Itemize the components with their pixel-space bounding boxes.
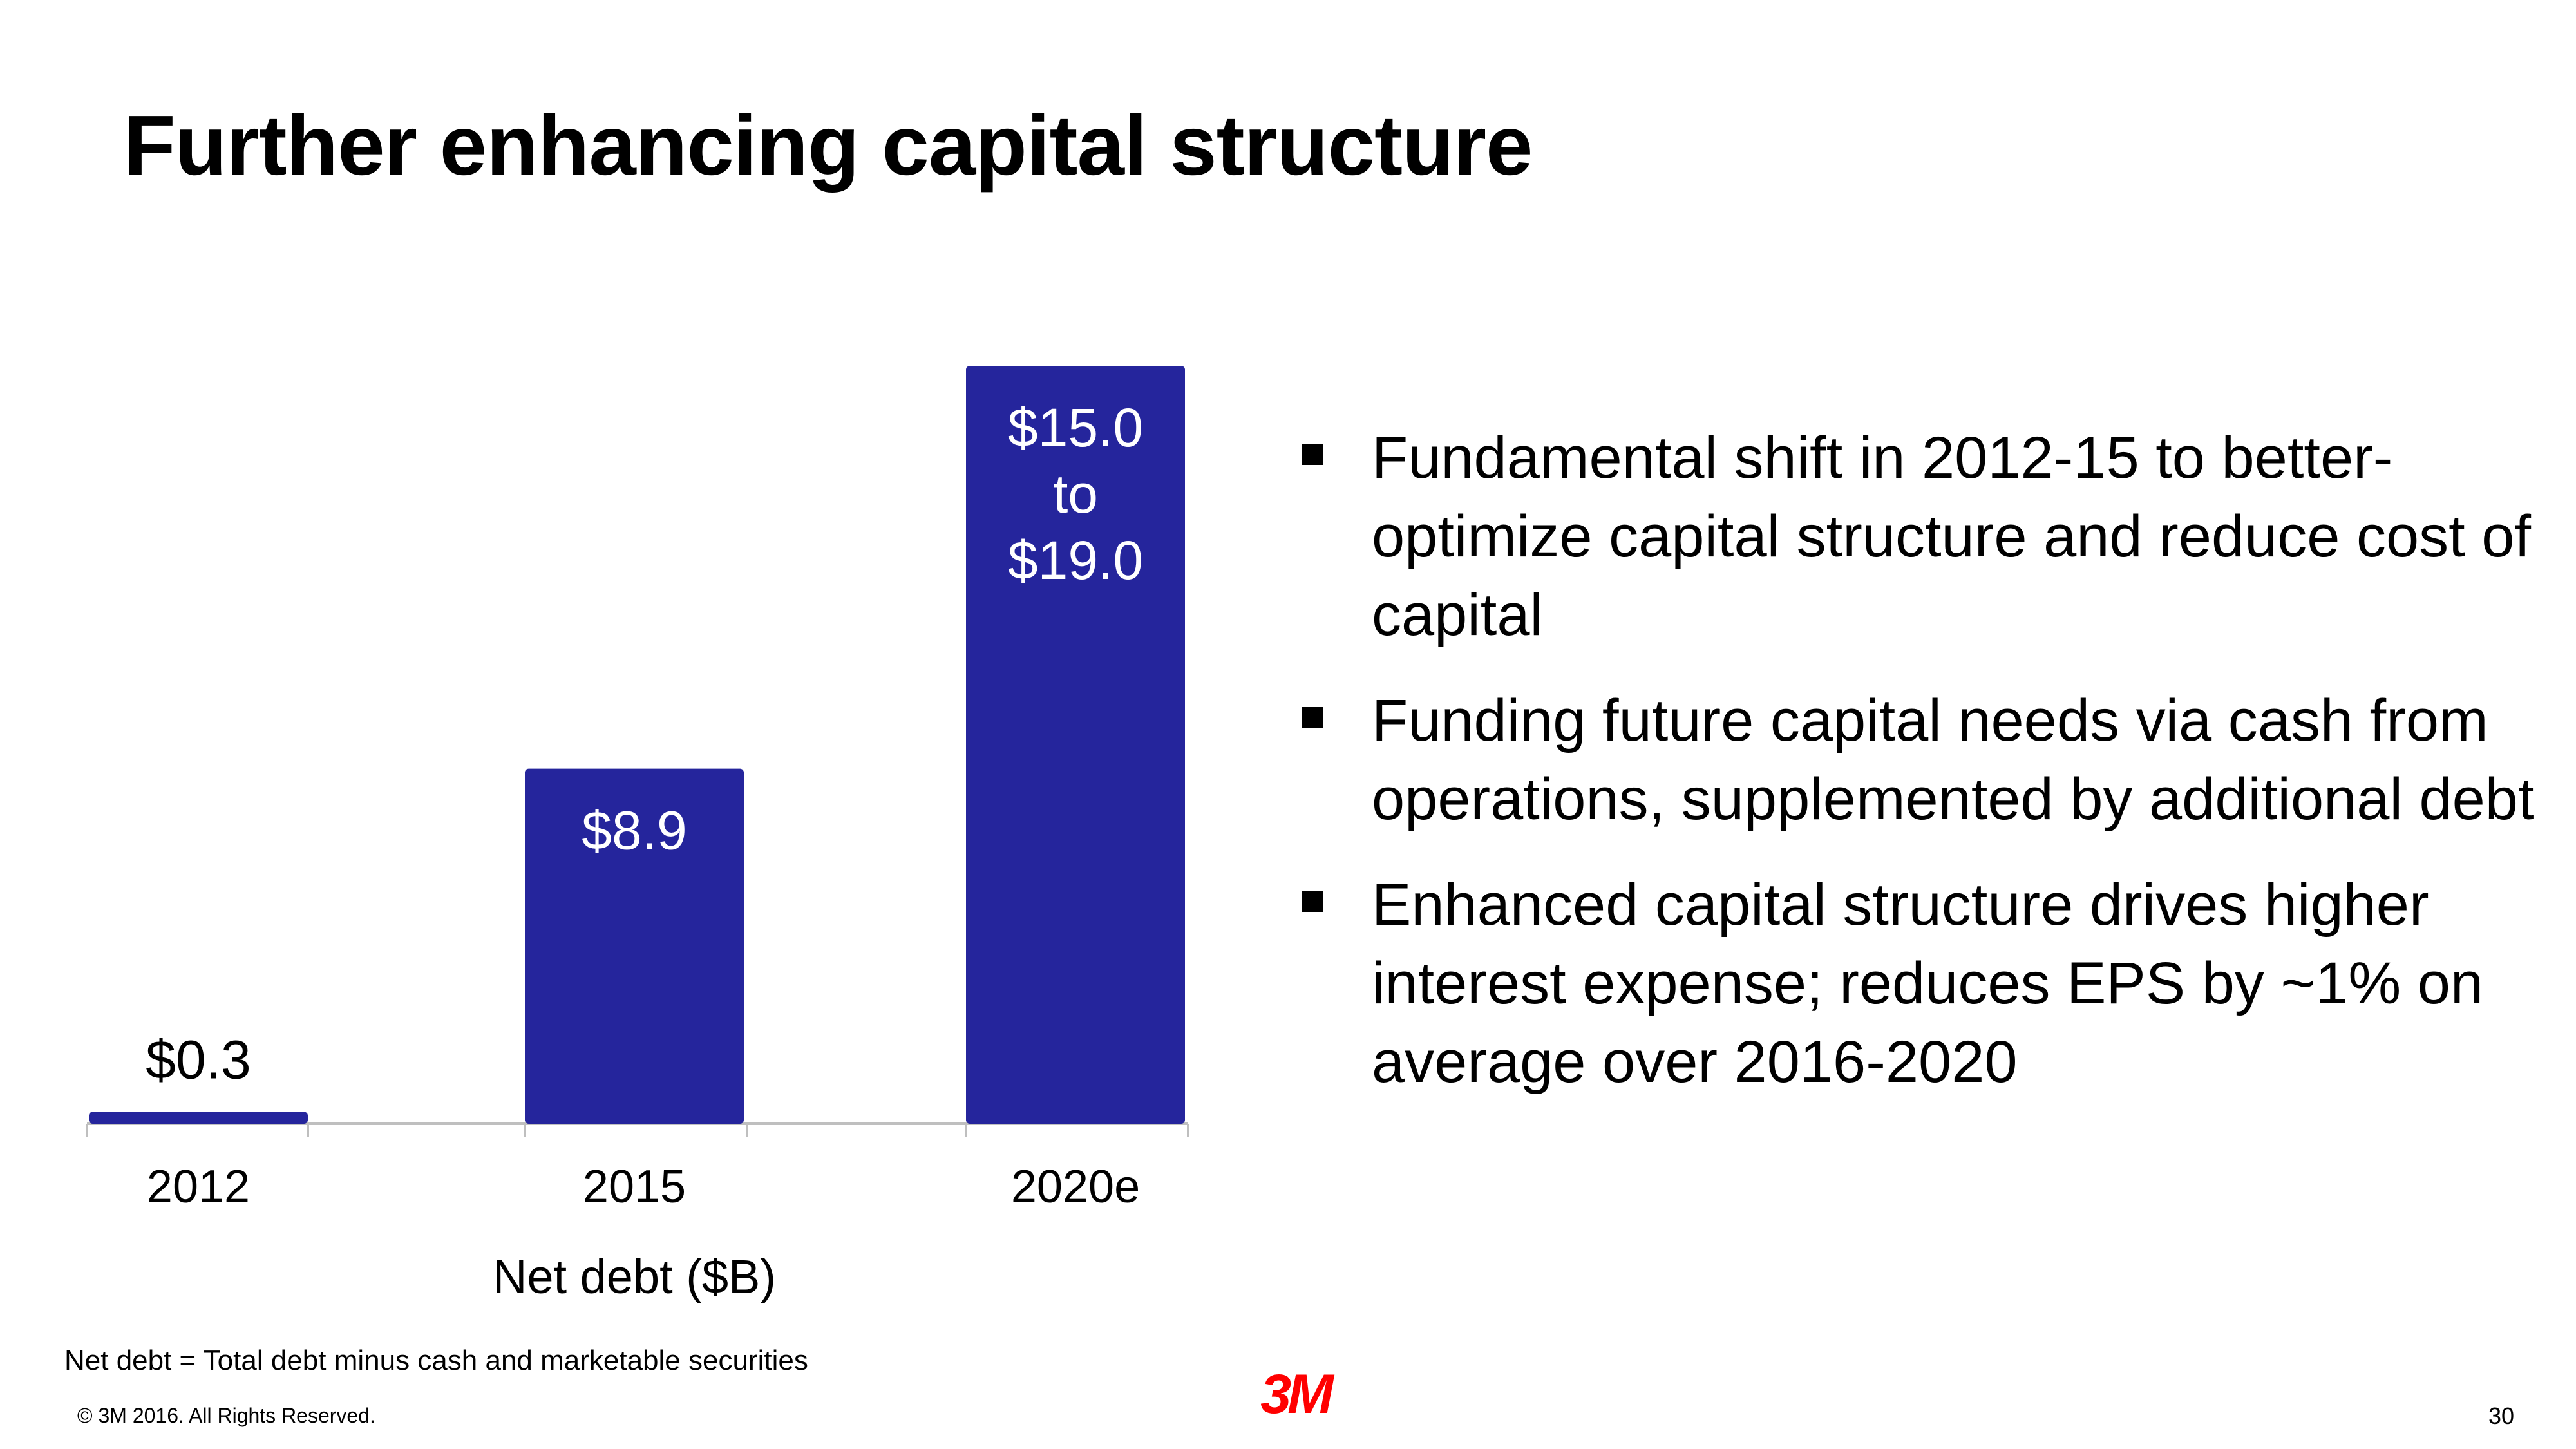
data-label: $19.0 [1008, 530, 1143, 591]
bar-2015 [525, 768, 744, 1124]
bullet-square-icon [1302, 891, 1323, 912]
bullet-square-icon [1302, 444, 1323, 465]
data-label: to [1053, 464, 1098, 524]
bullet-item: Fundamental shift in 2012-15 to better-o… [1288, 419, 2563, 654]
bullet-item: Enhanced capital structure drives higher… [1288, 866, 2563, 1101]
data-label: $0.3 [146, 1029, 251, 1090]
bullet-text: Fundamental shift in 2012-15 to better-o… [1372, 425, 2532, 648]
data-label: $15.0 [1008, 397, 1143, 458]
page-number: 30 [2488, 1403, 2514, 1429]
slide-title: Further enhancing capital structure [124, 98, 1533, 193]
bullet-text: Funding future capital needs via cash fr… [1372, 688, 2535, 832]
bullet-square-icon [1302, 707, 1323, 728]
bullet-item: Funding future capital needs via cash fr… [1288, 681, 2563, 838]
x-tick-label: 2015 [583, 1161, 686, 1213]
bar-2020e [966, 366, 1185, 1124]
x-axis-title: Net debt ($B) [493, 1250, 776, 1303]
copyright-notice: © 3M 2016. All Rights Reserved. [77, 1404, 375, 1427]
bar-2012 [89, 1112, 308, 1124]
data-label: $8.9 [582, 800, 687, 861]
net-debt-bar-chart: 2012 $0.3 2015 $8.9 2020e $15.0to$19.0 Net deb… [86, 366, 1189, 1303]
bullet-list: Fundamental shift in 2012-15 to better-o… [1288, 419, 2563, 1128]
bullet-text: Enhanced capital structure drives higher… [1372, 872, 2484, 1095]
footnote: Net debt = Total debt minus cash and mar… [64, 1345, 808, 1376]
x-tick-label: 2020e [1011, 1161, 1140, 1213]
3m-logo: 3M [1260, 1363, 1333, 1425]
x-tick-label: 2012 [147, 1161, 250, 1213]
